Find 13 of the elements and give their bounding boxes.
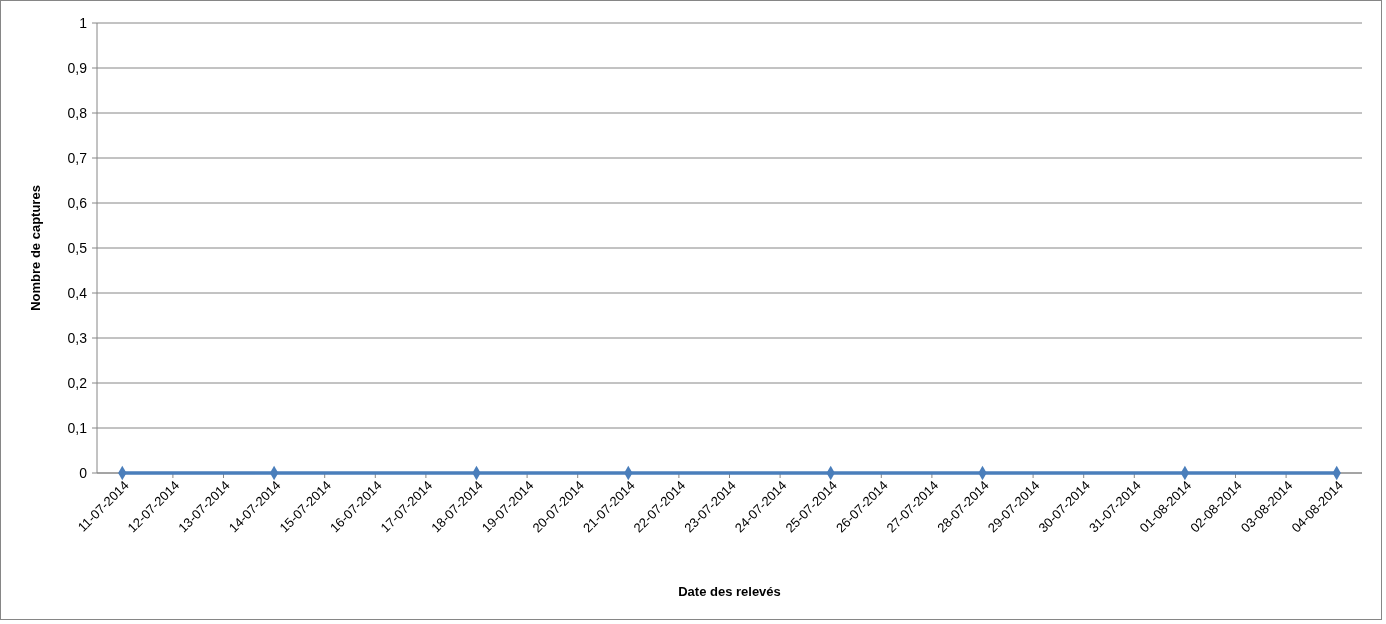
y-tick-label: 0,9 (67, 59, 88, 76)
y-tick-label: 0,2 (67, 374, 88, 391)
y-tick-label: 0,5 (67, 239, 88, 256)
y-tick-label: 0,6 (67, 194, 88, 211)
y-tick-label: 1 (79, 14, 88, 31)
x-axis-title: Date des relevés (678, 584, 781, 599)
y-tick-label: 0,1 (67, 419, 88, 436)
y-tick-label: 0,7 (67, 149, 88, 166)
y-tick-label: 0,8 (67, 104, 88, 121)
y-tick-label: 0,4 (67, 284, 88, 301)
y-tick-label: 0 (79, 464, 88, 481)
y-tick-label: 0,3 (67, 329, 88, 346)
y-axis-title: Nombre de captures (28, 185, 43, 311)
